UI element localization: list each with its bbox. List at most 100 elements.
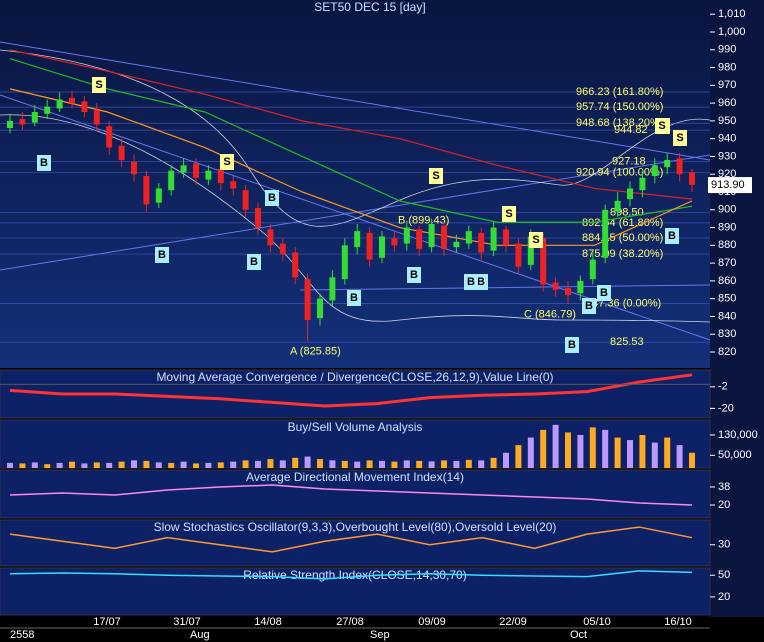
candle-body xyxy=(527,236,534,265)
y-tick-label: 980 xyxy=(718,61,736,73)
candle-body xyxy=(205,170,212,180)
price-panel xyxy=(0,0,710,368)
x-tick-label: 31/07 xyxy=(173,616,201,628)
candle-body xyxy=(304,279,311,320)
moving-average xyxy=(9,49,693,200)
annotation: B (899.43) xyxy=(398,215,449,227)
volume-bar xyxy=(242,460,249,468)
chart-title: SET50 DEC 15 [day] xyxy=(314,0,425,14)
volume-bar xyxy=(416,460,423,468)
candle-body xyxy=(689,172,695,185)
signal-badge xyxy=(429,168,443,184)
candle-body xyxy=(143,176,150,205)
stoch-line xyxy=(9,526,693,553)
volume-bar xyxy=(403,460,410,468)
candle-body xyxy=(391,238,398,246)
y-tick-label: 20 xyxy=(718,499,730,511)
candle-body xyxy=(329,277,336,301)
y-tick-label: 890 xyxy=(718,221,736,233)
candle-body xyxy=(168,170,175,191)
volume-bar xyxy=(589,427,596,468)
annotation: 920.94 (100.00%) xyxy=(576,166,663,178)
volume-bar xyxy=(329,460,336,468)
signal-label: B xyxy=(585,300,593,312)
y-tick-label: -20 xyxy=(718,402,734,414)
signal-label: B xyxy=(268,192,276,204)
annotation: 825.53 xyxy=(610,336,644,348)
moving-average xyxy=(9,88,693,246)
signal-badge xyxy=(582,298,596,314)
signal-label: S xyxy=(505,208,512,220)
volume-bar xyxy=(205,462,212,468)
volume-bar xyxy=(676,445,683,468)
y-tick-label: 38 xyxy=(718,481,730,493)
candle-body xyxy=(279,243,286,255)
volume-bar xyxy=(317,459,323,468)
volume-bar xyxy=(465,459,472,468)
volume-bar xyxy=(193,463,199,468)
signal-label: B xyxy=(477,276,485,288)
candle-body xyxy=(565,288,571,296)
signal-badge xyxy=(665,228,679,244)
panel-title: Average Directional Movement Index(14) xyxy=(246,470,464,484)
candle-body xyxy=(379,236,385,258)
candle-body xyxy=(31,112,38,123)
volume-bar xyxy=(627,440,633,468)
candle-body xyxy=(354,231,361,248)
volume-bar xyxy=(81,463,88,468)
y-tick-label: 30 xyxy=(718,539,730,551)
signal-badge xyxy=(347,290,361,306)
volume-bar xyxy=(131,460,137,468)
x-tick-label: 09/09 xyxy=(418,616,446,628)
signal-label: B xyxy=(600,287,608,299)
signal-label: S xyxy=(95,79,102,91)
volume-bar xyxy=(69,461,75,468)
volume-bar xyxy=(292,457,299,468)
candle-body xyxy=(118,145,125,160)
candle-body xyxy=(69,97,75,104)
candle-body xyxy=(242,190,249,210)
candle-body xyxy=(155,188,162,203)
signal-label: S xyxy=(532,234,539,246)
volume-bar xyxy=(453,460,460,468)
volume-bar xyxy=(515,445,522,468)
y-tick-label: 900 xyxy=(718,204,736,216)
signal-label: B xyxy=(40,157,48,169)
volume-bar xyxy=(341,460,348,468)
signal-badge xyxy=(407,267,421,283)
panel-title: Slow Stochastics Oscillator(9,3,3),Overb… xyxy=(154,520,557,534)
candle-body xyxy=(428,224,435,248)
signal-badge xyxy=(220,154,234,170)
annotation: C (846.79) xyxy=(524,308,576,320)
annotation: 944.82 xyxy=(614,124,648,136)
candle-body xyxy=(552,282,559,290)
y-tick-label: 830 xyxy=(718,328,736,340)
candle-body xyxy=(478,232,485,253)
signal-label: S xyxy=(676,132,683,144)
y-tick-label: -2 xyxy=(718,381,728,393)
volume-bar xyxy=(614,437,621,468)
candle-body xyxy=(465,231,472,244)
signal-label: B xyxy=(568,339,576,351)
panel-title: Relative Strength Index(CLOSE,14,30,70) xyxy=(243,568,466,582)
volume-bar xyxy=(155,462,162,468)
month-label: 2558 xyxy=(10,629,34,641)
adx-line xyxy=(9,484,693,506)
y-tick-label: 850 xyxy=(718,293,736,305)
candle-body xyxy=(44,106,51,114)
signal-label: S xyxy=(223,156,230,168)
x-axis xyxy=(0,617,764,642)
volume-bar xyxy=(664,437,671,468)
volume-bar xyxy=(106,462,113,468)
month-label: Oct xyxy=(570,629,587,641)
panel-title: Buy/Sell Volume Analysis xyxy=(288,420,423,434)
volume-bar xyxy=(503,452,509,468)
y-tick-label: 1,000 xyxy=(718,26,746,38)
candle-body xyxy=(515,243,522,267)
x-tick-label: 14/08 xyxy=(254,616,282,628)
signal-badge xyxy=(529,232,543,248)
volume-bar xyxy=(44,464,51,468)
y-tick-label: 50 xyxy=(718,569,730,581)
volume-bar xyxy=(527,437,534,468)
